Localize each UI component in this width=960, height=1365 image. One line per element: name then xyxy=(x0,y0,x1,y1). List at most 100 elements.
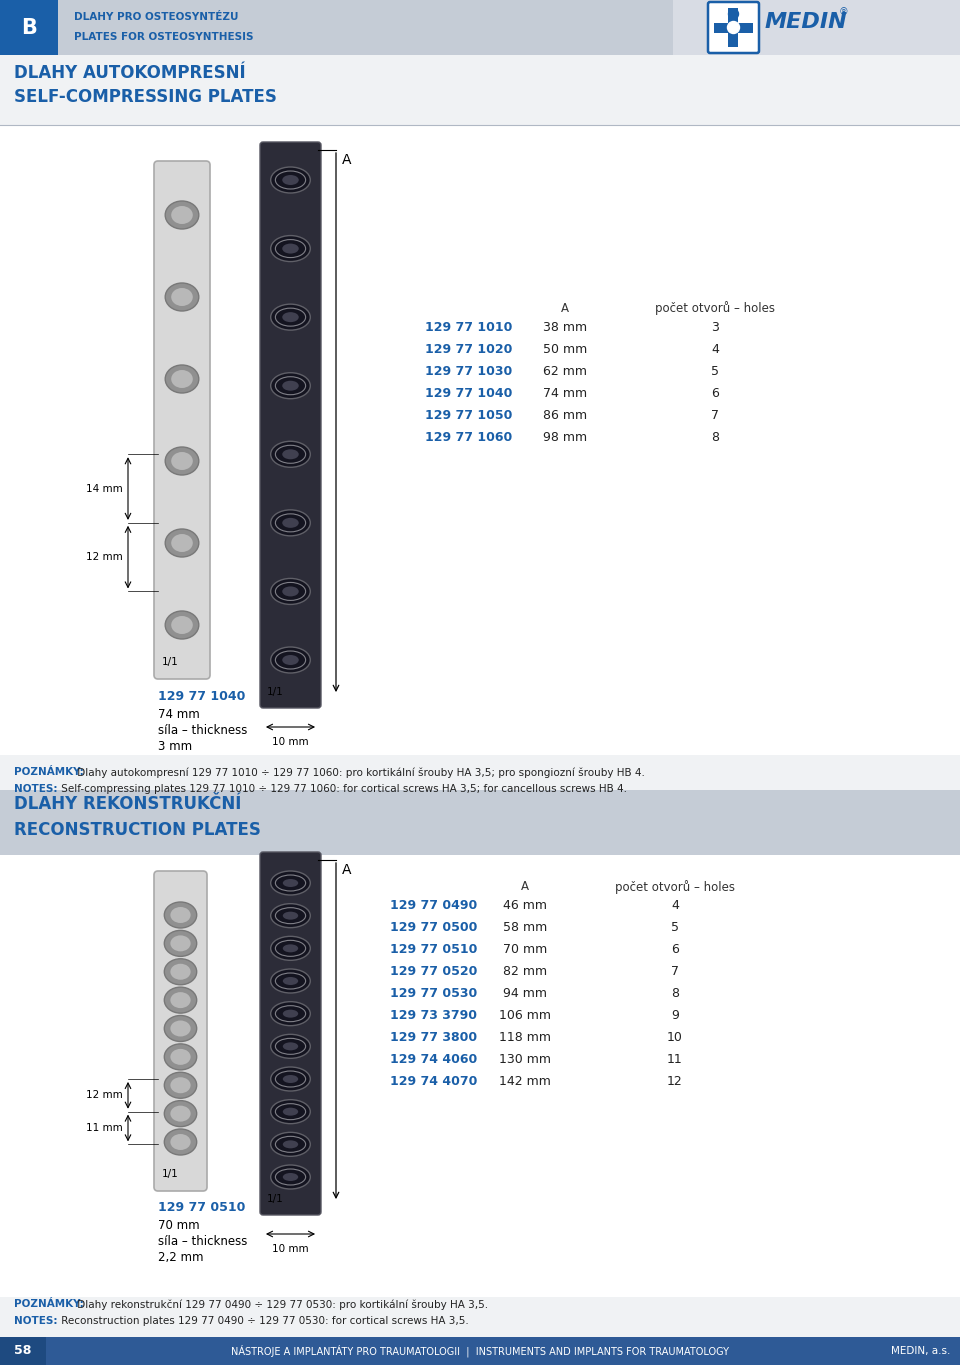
Bar xyxy=(263,145,318,704)
Ellipse shape xyxy=(271,1100,310,1123)
Text: 62 mm: 62 mm xyxy=(543,364,587,378)
Ellipse shape xyxy=(170,1106,191,1122)
Text: 129 77 1010: 129 77 1010 xyxy=(425,321,513,333)
Text: NOTES:: NOTES: xyxy=(14,1316,58,1325)
Text: 74 mm: 74 mm xyxy=(543,386,588,400)
Ellipse shape xyxy=(171,206,193,224)
Text: 9: 9 xyxy=(671,1009,679,1022)
Ellipse shape xyxy=(283,1043,299,1050)
Text: 38 mm: 38 mm xyxy=(543,321,588,333)
Text: Dlahy rekonstrukční 129 77 0490 ÷ 129 77 0530: pro kortikální šrouby HA 3,5.: Dlahy rekonstrukční 129 77 0490 ÷ 129 77… xyxy=(74,1299,488,1309)
Text: 14 mm: 14 mm xyxy=(86,483,123,494)
Ellipse shape xyxy=(171,534,193,551)
Ellipse shape xyxy=(283,1076,299,1082)
Ellipse shape xyxy=(282,517,299,528)
Text: 129 77 0510: 129 77 0510 xyxy=(390,943,477,955)
Text: 12 mm: 12 mm xyxy=(86,1091,123,1100)
Text: DLAHY PRO OSTEOSYNTÉZU: DLAHY PRO OSTEOSYNTÉZU xyxy=(74,11,238,22)
Text: 129 77 0490: 129 77 0490 xyxy=(390,900,477,912)
Ellipse shape xyxy=(282,243,299,254)
Ellipse shape xyxy=(283,1140,299,1148)
Ellipse shape xyxy=(282,381,299,390)
Text: 58: 58 xyxy=(14,1345,32,1358)
Text: 10: 10 xyxy=(667,1031,683,1044)
Text: 129 77 1020: 129 77 1020 xyxy=(425,343,513,356)
Circle shape xyxy=(729,10,738,19)
Text: DLAHY REKONSTRUKČNÍ: DLAHY REKONSTRUKČNÍ xyxy=(14,794,241,814)
Ellipse shape xyxy=(282,449,299,459)
Text: POZNÁMKY:: POZNÁMKY: xyxy=(14,1299,84,1309)
Text: 5: 5 xyxy=(671,921,679,934)
Ellipse shape xyxy=(282,655,299,665)
Text: 12: 12 xyxy=(667,1076,683,1088)
Ellipse shape xyxy=(283,1173,299,1181)
Text: NÁSTROJE A IMPLANTÁTY PRO TRAUMATOLOGII  |  INSTRUMENTS AND IMPLANTS FOR TRAUMAT: NÁSTROJE A IMPLANTÁTY PRO TRAUMATOLOGII … xyxy=(231,1345,729,1357)
Text: POZNÁMKY:: POZNÁMKY: xyxy=(14,767,84,777)
Ellipse shape xyxy=(164,1129,197,1155)
Ellipse shape xyxy=(170,992,191,1009)
FancyBboxPatch shape xyxy=(708,1,759,53)
Text: 6: 6 xyxy=(671,943,679,955)
Text: 70 mm: 70 mm xyxy=(503,943,547,955)
Bar xyxy=(728,8,738,46)
Text: A: A xyxy=(521,880,529,894)
Ellipse shape xyxy=(282,313,299,322)
Text: počet otvorů – holes: počet otvorů – holes xyxy=(655,302,775,315)
Text: Reconstruction plates 129 77 0490 ÷ 129 77 0530: for cortical screws HA 3,5.: Reconstruction plates 129 77 0490 ÷ 129 … xyxy=(58,1316,468,1325)
Text: 3: 3 xyxy=(711,321,719,333)
Bar xyxy=(0,1336,46,1365)
Text: 3 mm: 3 mm xyxy=(158,740,192,753)
Ellipse shape xyxy=(283,1010,299,1018)
Ellipse shape xyxy=(282,587,299,597)
Ellipse shape xyxy=(283,1107,299,1115)
Ellipse shape xyxy=(170,964,191,980)
Text: 118 mm: 118 mm xyxy=(499,1031,551,1044)
Text: 86 mm: 86 mm xyxy=(543,408,588,422)
Text: 4: 4 xyxy=(711,343,719,356)
Ellipse shape xyxy=(271,1067,310,1091)
Text: 46 mm: 46 mm xyxy=(503,900,547,912)
Text: 1/1: 1/1 xyxy=(267,1194,284,1204)
Text: počet otvorů – holes: počet otvorů – holes xyxy=(615,879,735,894)
Ellipse shape xyxy=(271,167,310,192)
Bar xyxy=(0,790,960,854)
Text: 129 77 1060: 129 77 1060 xyxy=(425,430,513,444)
Text: 11 mm: 11 mm xyxy=(86,1123,123,1133)
Text: 106 mm: 106 mm xyxy=(499,1009,551,1022)
Ellipse shape xyxy=(271,647,310,673)
Text: NOTES:: NOTES: xyxy=(14,784,58,794)
Text: 8: 8 xyxy=(711,430,719,444)
Ellipse shape xyxy=(170,1077,191,1093)
Text: DLAHY AUTOKOMPRESNÍ: DLAHY AUTOKOMPRESNÍ xyxy=(14,64,246,82)
Ellipse shape xyxy=(271,1164,310,1189)
Text: 10 mm: 10 mm xyxy=(273,1244,309,1254)
Text: 7: 7 xyxy=(671,965,679,979)
Ellipse shape xyxy=(171,288,193,306)
FancyBboxPatch shape xyxy=(260,142,321,708)
Ellipse shape xyxy=(271,871,310,895)
Text: 129 77 0520: 129 77 0520 xyxy=(390,965,477,979)
Text: 129 77 3800: 129 77 3800 xyxy=(390,1031,477,1044)
Text: B: B xyxy=(21,18,36,37)
Text: Dlahy autokompresní 129 77 1010 ÷ 129 77 1060: pro kortikální šrouby HA 3,5; pro: Dlahy autokompresní 129 77 1010 ÷ 129 77… xyxy=(74,767,645,778)
Text: 129 73 3790: 129 73 3790 xyxy=(390,1009,477,1022)
Text: A: A xyxy=(561,302,569,315)
Ellipse shape xyxy=(271,304,310,330)
Bar xyxy=(0,0,58,55)
Ellipse shape xyxy=(164,1073,197,1099)
Ellipse shape xyxy=(170,1021,191,1036)
Text: A: A xyxy=(342,863,351,876)
Ellipse shape xyxy=(271,373,310,399)
Ellipse shape xyxy=(271,1002,310,1025)
Ellipse shape xyxy=(165,446,199,475)
Text: 4: 4 xyxy=(671,900,679,912)
Text: 129 74 4060: 129 74 4060 xyxy=(390,1054,477,1066)
Ellipse shape xyxy=(165,201,199,229)
Text: SELF-COMPRESSING PLATES: SELF-COMPRESSING PLATES xyxy=(14,87,276,106)
Text: Self-compressing plates 129 77 1010 ÷ 129 77 1060: for cortical screws HA 3,5; f: Self-compressing plates 129 77 1010 ÷ 12… xyxy=(58,784,627,794)
Ellipse shape xyxy=(171,370,193,388)
Text: 1/1: 1/1 xyxy=(162,1168,179,1179)
Text: 1/1: 1/1 xyxy=(267,687,284,698)
Bar xyxy=(714,23,753,33)
Ellipse shape xyxy=(170,1048,191,1065)
